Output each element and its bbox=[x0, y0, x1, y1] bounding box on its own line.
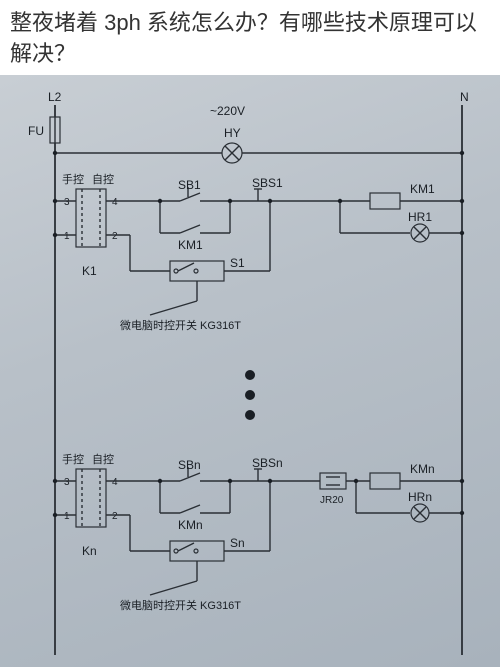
svg-text:2: 2 bbox=[112, 231, 118, 242]
svg-text:3: 3 bbox=[64, 477, 70, 488]
label-auto-1: 自控 bbox=[92, 172, 114, 186]
label-manual-n: 手控 bbox=[62, 452, 84, 466]
label-KM1-coil: KM1 bbox=[410, 182, 435, 196]
svg-text:4: 4 bbox=[112, 477, 118, 488]
label-N: N bbox=[460, 90, 469, 104]
label-L2: L2 bbox=[48, 90, 62, 104]
label-timer-note-n: 微电脑时控开关 KG316T bbox=[120, 598, 241, 612]
label-Kn: Kn bbox=[82, 544, 97, 558]
label-SBS1: SBS1 bbox=[252, 176, 283, 190]
label-KMn-aux: KMn bbox=[178, 518, 203, 532]
svg-text:1: 1 bbox=[64, 511, 70, 522]
label-SBSn: SBSn bbox=[252, 456, 283, 470]
label-manual-1: 手控 bbox=[62, 172, 84, 186]
label-JR20: JR20 bbox=[320, 495, 344, 506]
label-K1: K1 bbox=[82, 264, 97, 278]
svg-text:2: 2 bbox=[112, 511, 118, 522]
label-HR1: HR1 bbox=[408, 210, 432, 224]
svg-text:3: 3 bbox=[64, 197, 70, 208]
question-title: 整夜堵着 3ph 系统怎么办？有哪些技术原理可以解决？ bbox=[0, 0, 500, 78]
label-timer-note-1: 微电脑时控开关 KG316T bbox=[120, 318, 241, 332]
svg-text:4: 4 bbox=[112, 197, 118, 208]
svg-text:1: 1 bbox=[64, 231, 70, 242]
schematic-svg: L2 FU N ~220V HY 手控 自控 3 4 1 2 bbox=[0, 75, 500, 667]
label-SBn: SBn bbox=[178, 458, 201, 472]
label-KM1-aux: KM1 bbox=[178, 238, 203, 252]
label-Sn: Sn bbox=[230, 536, 245, 550]
circuit-diagram: L2 FU N ~220V HY 手控 自控 3 4 1 2 bbox=[0, 75, 500, 667]
label-HY: HY bbox=[224, 126, 241, 140]
label-HRn: HRn bbox=[408, 490, 432, 504]
label-220V: ~220V bbox=[210, 104, 245, 118]
label-KMn-coil: KMn bbox=[410, 462, 435, 476]
label-auto-n: 自控 bbox=[92, 452, 114, 466]
label-SB1: SB1 bbox=[178, 178, 201, 192]
label-S1: S1 bbox=[230, 256, 245, 270]
label-FU: FU bbox=[28, 124, 44, 138]
